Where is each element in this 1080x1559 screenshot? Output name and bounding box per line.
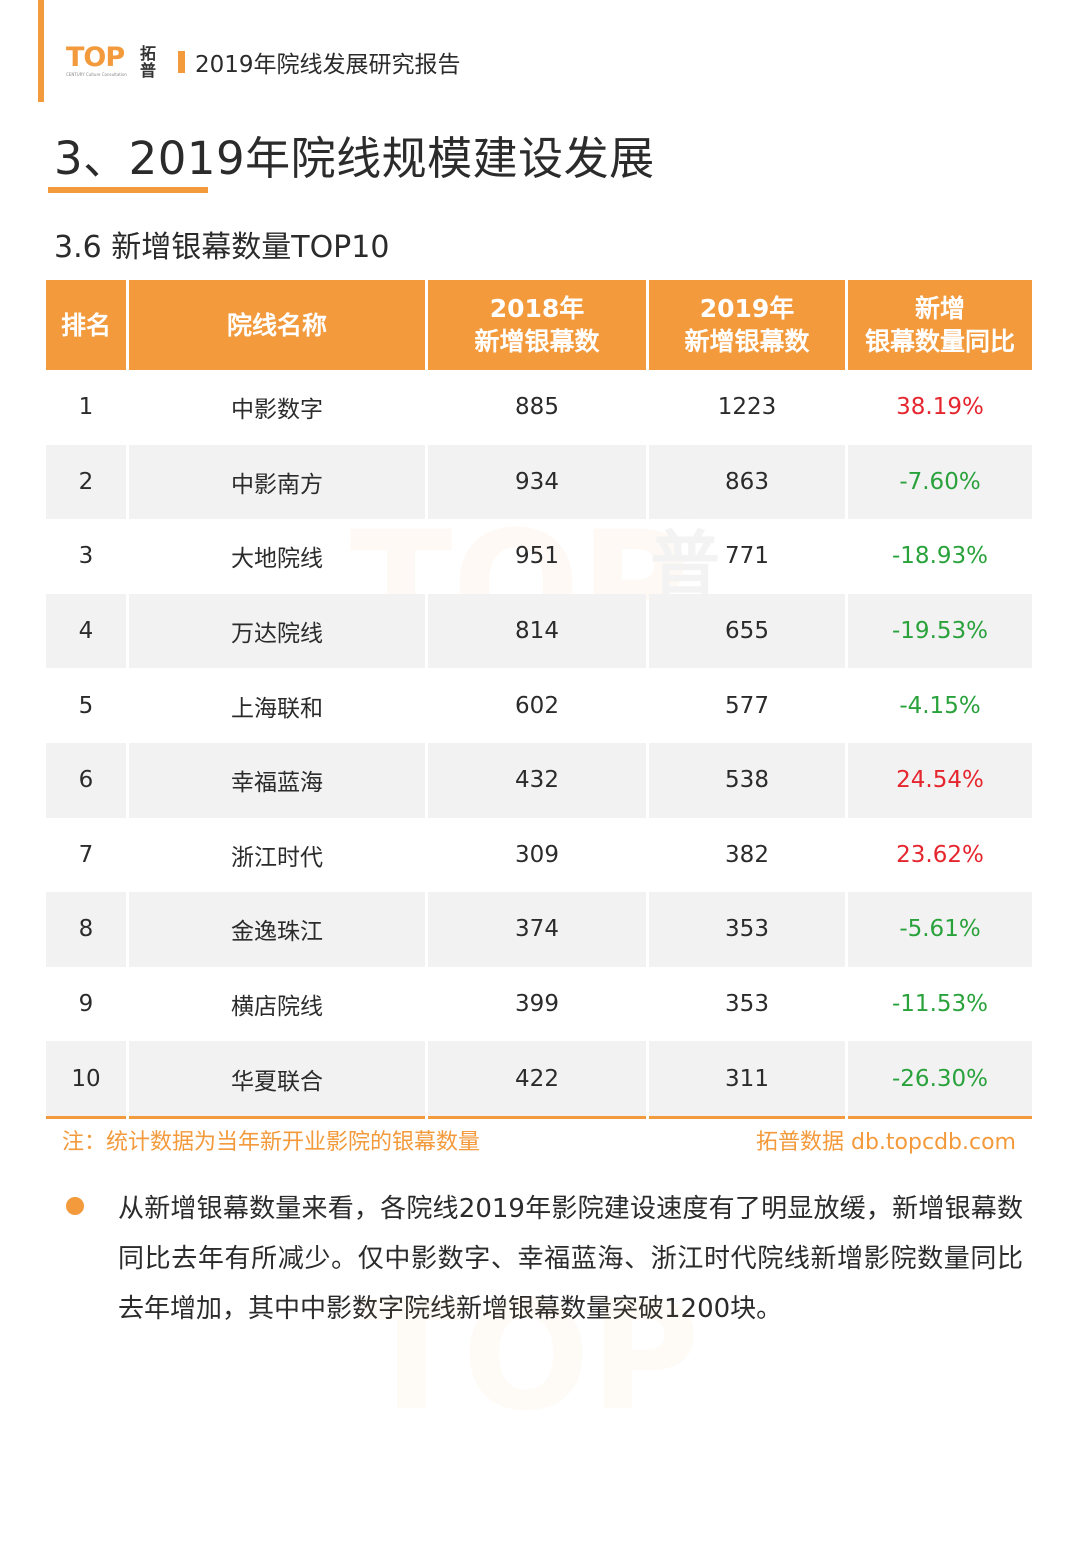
circuit-name-cell: 横店院线 <box>231 994 323 1021</box>
table-body: 1 中影数字 885 1223 38.19% 2 中影南方 934 863 -7.60% 3 大地院线… <box>46 370 1032 1119</box>
table-row: 1 中影数字 885 1223 38.19% <box>46 370 1032 445</box>
screens-2019-cell: 353 <box>649 892 845 967</box>
rank-cell: 4 <box>46 593 126 669</box>
rank-cell: 10 <box>46 1041 126 1119</box>
table-header-cell: 2018年新增银幕数 <box>428 280 646 370</box>
screens-2018-cell: 934 <box>428 444 646 520</box>
screens-2018-cell: 309 <box>515 841 559 868</box>
header-line-1: 2019年 <box>699 294 795 323</box>
screens-2019-cell: 771 <box>725 543 769 570</box>
table-row: 10 华夏联合 422 311 -26.30% <box>46 1041 1032 1119</box>
circuit-name-cell: 华夏联合 <box>129 1041 425 1119</box>
table-row: 8 金逸珠江 374 353 -5.61% <box>46 892 1032 967</box>
header-line-1: 新增 <box>914 294 965 323</box>
circuit-name-cell: 万达院线 <box>129 593 425 669</box>
circuit-name-cell: 上海联和 <box>231 695 323 722</box>
screens-2019-cell: 538 <box>649 742 845 818</box>
screens-2018-cell: 814 <box>428 593 646 669</box>
circuit-name-cell: 中影南方 <box>129 444 425 520</box>
header-line-1: 排名 <box>60 310 111 340</box>
header-divider <box>178 51 186 73</box>
rank-cell: 7 <box>78 841 94 868</box>
rank-cell: 5 <box>78 692 94 719</box>
header-line-2: 新增银幕数 <box>684 327 810 356</box>
yoy-change-cell: -19.53% <box>848 593 1032 669</box>
logo-subtext: CENTURY Culture Consultation <box>66 72 127 77</box>
page-header: TOP CENTURY Culture Consultation 拓 普 201… <box>66 40 461 84</box>
table-row: 4 万达院线 814 655 -19.53% <box>46 593 1032 669</box>
rank-cell: 6 <box>46 742 126 818</box>
yoy-change-cell: -26.30% <box>848 1041 1032 1119</box>
bullet-dot <box>66 1197 84 1215</box>
screens-2018-cell: 432 <box>428 742 646 818</box>
circuit-name-cell: 幸福蓝海 <box>129 742 425 818</box>
circuit-name-cell: 大地院线 <box>231 546 323 573</box>
rank-cell: 9 <box>78 991 94 1018</box>
data-source: 拓普数据 db.topcdb.com <box>756 1130 1016 1155</box>
yoy-change-cell: 24.54% <box>848 742 1032 818</box>
section-title-underline <box>48 187 208 193</box>
circuit-name-cell: 浙江时代 <box>231 844 323 871</box>
yoy-change-cell: -5.61% <box>848 892 1032 967</box>
screens-2019-cell: 1223 <box>717 394 777 421</box>
rank-cell: 3 <box>78 543 94 570</box>
table-header-cell: 院线名称 <box>129 280 425 370</box>
logo-mark: TOP CENTURY Culture Consultation <box>66 42 132 82</box>
screens-2019-cell: 353 <box>725 991 769 1018</box>
yoy-change-cell: -4.15% <box>899 692 981 719</box>
table-header-cell: 排名 <box>46 280 126 370</box>
screens-2018-cell: 399 <box>515 991 559 1018</box>
logo-text: TOP <box>66 42 125 73</box>
table-header-cell: 2019年新增银幕数 <box>649 280 845 370</box>
rank-cell: 2 <box>46 444 126 520</box>
top-logo: TOP CENTURY Culture Consultation 拓 普 <box>66 42 156 82</box>
header-line-2: 银幕数量同比 <box>864 327 1015 356</box>
left-accent-bar <box>38 0 44 102</box>
header-line-1: 院线名称 <box>226 310 327 340</box>
logo-cn-char-2: 普 <box>140 61 157 80</box>
screens-2018-cell: 885 <box>515 394 559 421</box>
table-row: 6 幸福蓝海 432 538 24.54% <box>46 742 1032 818</box>
screens-2019-cell: 382 <box>725 841 769 868</box>
summary-paragraph: 从新增银幕数量来看，各院线2019年影院建设速度有了明显放缓，新增银幕数同比去年… <box>118 1194 1023 1324</box>
screens-2019-cell: 577 <box>725 692 769 719</box>
table-row: 3 大地院线 951 771 -18.93% <box>46 519 1032 594</box>
table-header-cell: 新增 银幕数量同比 <box>848 280 1032 370</box>
header-line-1: 2018年 <box>489 294 585 323</box>
table-row: 2 中影南方 934 863 -7.60% <box>46 444 1032 520</box>
rank-cell: 1 <box>78 394 94 421</box>
yoy-change-cell: -11.53% <box>892 991 988 1018</box>
table-row: 5 上海联和 602 577 -4.15% <box>46 668 1032 743</box>
table-row: 9 横店院线 399 353 -11.53% <box>46 967 1032 1042</box>
screens-2019-cell: 655 <box>649 593 845 669</box>
screen-count-table: 排名 院线名称 2018年 新增银幕数 2019年 新增银幕数 新增 银幕数量同比 1 中影数字… <box>43 280 1035 1119</box>
screens-2018-cell: 422 <box>428 1041 646 1119</box>
logo-cn-char-1: 拓 <box>140 44 157 63</box>
yoy-change-cell: -18.93% <box>892 543 988 570</box>
yoy-change-cell: 23.62% <box>896 841 984 868</box>
footnote: 注：统计数据为当年新开业影院的银幕数量 <box>62 1130 481 1155</box>
rank-cell: 8 <box>46 892 126 967</box>
table-row: 7 浙江时代 309 382 23.62% <box>46 818 1032 893</box>
screens-2019-cell: 311 <box>649 1041 845 1119</box>
circuit-name-cell: 金逸珠江 <box>129 892 425 967</box>
logo-chinese: 拓 普 <box>140 45 156 79</box>
yoy-change-cell: -7.60% <box>848 444 1032 520</box>
yoy-change-cell: 38.19% <box>896 394 984 421</box>
circuit-name-cell: 中影数字 <box>231 397 323 424</box>
header-line-2: 新增银幕数 <box>474 327 600 356</box>
screens-2018-cell: 374 <box>428 892 646 967</box>
screens-2019-cell: 863 <box>649 444 845 520</box>
screens-2018-cell: 951 <box>515 543 559 570</box>
report-title: 2019年院线发展研究报告 <box>195 52 461 78</box>
screens-2018-cell: 602 <box>515 692 559 719</box>
section-title: 3、2019年院线规模建设发展 <box>54 132 655 185</box>
table-header-row: 排名 院线名称 2018年 新增银幕数 2019年 新增银幕数 新增 银幕数量同比 <box>46 280 1032 370</box>
subsection-title: 3.6 新增银幕数量TOP10 <box>54 230 390 265</box>
